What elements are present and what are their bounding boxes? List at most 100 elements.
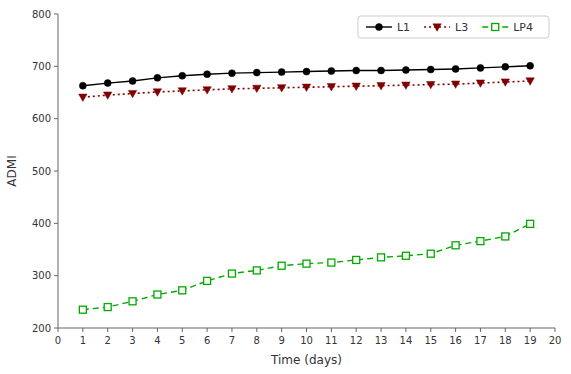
x-tick-label: 4 — [154, 335, 160, 346]
x-tick-label: 2 — [105, 335, 111, 346]
x-tick-label: 15 — [424, 335, 437, 346]
x-tick-label: 16 — [449, 335, 462, 346]
legend-label: LP4 — [513, 21, 533, 34]
point — [526, 78, 534, 85]
y-tick — [54, 171, 58, 172]
point — [179, 72, 186, 79]
point — [228, 270, 235, 277]
y-tick-label: 300 — [32, 270, 51, 281]
y-tick-label: 500 — [32, 166, 51, 177]
point — [378, 254, 385, 261]
point — [128, 90, 136, 97]
x-tick — [132, 328, 133, 332]
x-tick-label: 12 — [350, 335, 363, 346]
point — [228, 86, 236, 93]
x-tick — [157, 328, 158, 332]
point — [204, 277, 211, 284]
point — [303, 68, 310, 75]
legend-marker — [433, 24, 441, 31]
x-tick-label: 8 — [254, 335, 260, 346]
x-tick — [331, 328, 332, 332]
point — [527, 220, 534, 227]
x-tick-label: 14 — [400, 335, 413, 346]
point — [278, 69, 285, 76]
point — [527, 62, 534, 69]
point — [228, 70, 235, 77]
point — [378, 67, 385, 74]
point — [253, 69, 260, 76]
point — [451, 81, 459, 88]
y-axis-label: ADMI — [5, 155, 19, 186]
point — [153, 89, 161, 96]
point — [402, 82, 410, 89]
point — [328, 259, 335, 266]
x-tick-label: 11 — [325, 335, 338, 346]
point — [79, 94, 87, 101]
x-tick-label: 1 — [80, 335, 86, 346]
x-tick — [207, 328, 208, 332]
point — [427, 250, 434, 257]
x-tick — [231, 328, 232, 332]
point — [277, 85, 285, 92]
x-tick-label: 20 — [549, 335, 562, 346]
y-tick-label: 800 — [32, 9, 51, 20]
y-tick — [54, 14, 58, 15]
x-tick — [455, 328, 456, 332]
legend-marker — [492, 24, 499, 31]
point — [477, 64, 484, 71]
y-tick — [54, 223, 58, 224]
point — [129, 77, 136, 84]
background — [0, 0, 571, 374]
y-tick — [54, 66, 58, 67]
y-tick-label: 200 — [32, 323, 51, 334]
x-tick-label: 18 — [499, 335, 512, 346]
point — [501, 79, 509, 86]
x-tick — [530, 328, 531, 332]
point — [427, 82, 435, 89]
y-tick — [54, 275, 58, 276]
point — [79, 306, 86, 313]
point — [452, 65, 459, 72]
point — [303, 260, 310, 267]
point — [452, 242, 459, 249]
y-tick-label: 600 — [32, 113, 51, 124]
legend-label: L3 — [455, 21, 468, 34]
point — [402, 252, 409, 259]
x-tick-label: 0 — [55, 335, 61, 346]
point — [278, 262, 285, 269]
x-tick — [82, 328, 83, 332]
series-line — [83, 224, 530, 310]
point — [327, 84, 335, 91]
x-tick — [107, 328, 108, 332]
x-tick-label: 10 — [300, 335, 313, 346]
series — [79, 220, 533, 313]
point — [402, 66, 409, 73]
point — [154, 291, 161, 298]
point — [353, 67, 360, 74]
point — [129, 298, 136, 305]
legend-box — [358, 16, 549, 38]
point — [352, 83, 360, 90]
point — [476, 80, 484, 87]
x-tick-label: 5 — [179, 335, 185, 346]
x-tick-label: 17 — [474, 335, 487, 346]
x-tick — [555, 328, 556, 332]
y-tick-label: 700 — [32, 61, 51, 72]
x-tick — [480, 328, 481, 332]
x-tick-label: 6 — [204, 335, 210, 346]
x-tick-label: 9 — [278, 335, 284, 346]
legend-label: L1 — [397, 21, 410, 34]
series — [79, 78, 535, 102]
point — [104, 80, 111, 87]
x-tick-label: 3 — [129, 335, 135, 346]
x-tick — [306, 328, 307, 332]
series-line — [83, 66, 530, 86]
point — [178, 88, 186, 95]
point — [79, 82, 86, 89]
x-tick — [356, 328, 357, 332]
x-tick — [405, 328, 406, 332]
point — [477, 238, 484, 245]
x-tick — [505, 328, 506, 332]
x-tick — [256, 328, 257, 332]
y-tick — [54, 328, 58, 329]
